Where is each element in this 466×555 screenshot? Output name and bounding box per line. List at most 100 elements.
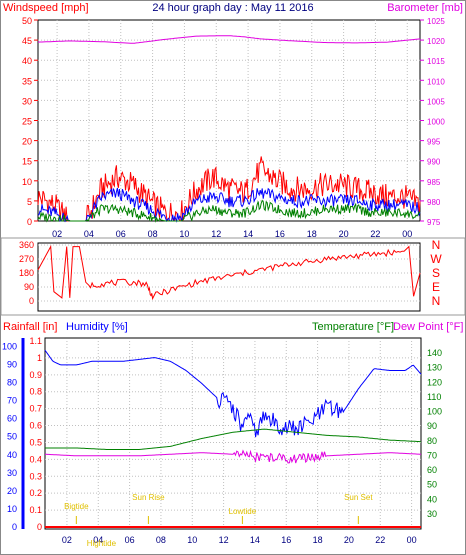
blue-series-line <box>44 349 422 438</box>
temperature-tick-label: 80 <box>427 436 437 446</box>
humidity-tick-label: 60 <box>7 414 17 424</box>
compass-label: E <box>432 280 440 294</box>
top-series <box>37 35 421 223</box>
annotation-label: Lowtide <box>229 507 257 516</box>
time-tick-label: 08 <box>148 229 158 239</box>
wind-barometer-panel: Windspeed [mph] 24 hour graph day : May … <box>3 2 463 239</box>
blue-series-line <box>37 187 421 223</box>
compass-label: S <box>432 266 440 280</box>
humidity-tick-label: 80 <box>7 378 17 388</box>
windspeed-tick-label: 35 <box>22 76 32 86</box>
temperature-tick-label: 60 <box>427 465 437 475</box>
bottom-series <box>44 349 422 528</box>
windspeed-tick-label: 20 <box>22 137 32 147</box>
rainfall-tick-label: 0.9 <box>29 370 42 380</box>
humidity-tick-label: 50 <box>7 432 17 442</box>
annotation-label: Sun Set <box>344 493 373 502</box>
humidity-tick-label: 20 <box>7 486 17 496</box>
rain-humidity-temp-panel: Rainfall [in] Humidity [%] Temperature [… <box>2 321 463 548</box>
red-series-line <box>37 156 421 222</box>
windspeed-tick-label: 45 <box>22 36 32 46</box>
middle-grid <box>38 244 420 302</box>
rainfall-axis-label: Rainfall [in] <box>3 321 57 333</box>
time-tick-label: 20 <box>344 535 354 545</box>
barometer-tick-label: 980 <box>427 198 441 207</box>
time-tick-label: 20 <box>339 229 349 239</box>
time-tick-label: 16 <box>281 535 291 545</box>
humidity-axis-label: Humidity [%] <box>66 321 128 333</box>
time-tick-label: 02 <box>62 535 72 545</box>
time-tick-label: 22 <box>375 535 385 545</box>
humidity-tick-label: 100 <box>2 341 17 351</box>
middle-plot-area <box>37 242 421 312</box>
bottom-plot-area <box>44 337 422 530</box>
rainfall-tick-label: 0.2 <box>29 488 42 498</box>
temperature-tick-label: 40 <box>427 494 437 504</box>
windspeed-tick-label: 0 <box>27 217 32 227</box>
temperature-tick-label: 140 <box>427 348 442 358</box>
rainfall-tick-label: 0.5 <box>29 437 42 447</box>
time-tick-label: 10 <box>187 535 197 545</box>
barometer-tick-label: 985 <box>427 178 441 187</box>
temperature-tick-label: 90 <box>427 421 437 431</box>
time-tick-label: 00 <box>407 535 417 545</box>
humidity-tick-label: 40 <box>7 450 17 460</box>
temperature-tick-label: 120 <box>427 377 442 387</box>
direction-tick-label: 360 <box>19 240 34 250</box>
time-tick-label: 14 <box>250 535 260 545</box>
time-tick-label: 22 <box>370 229 380 239</box>
rainfall-tick-label: 0.7 <box>29 404 42 414</box>
direction-series-line <box>37 244 421 301</box>
time-tick-label: 04 <box>93 535 103 545</box>
middle-panel-frame <box>0 237 466 316</box>
temperature-tick-label: 100 <box>427 407 442 417</box>
temperature-ticks: 30 40 50 60 70 80 90 100 110 120 130 140 <box>427 348 442 519</box>
direction-tick-label: 270 <box>19 254 34 264</box>
barometer-tick-label: 1000 <box>427 118 445 127</box>
barometer-tick-label: 1005 <box>427 97 445 106</box>
windspeed-ticks: 0 5 10 15 20 25 30 35 40 45 50 <box>22 16 38 227</box>
humidity-tick-label: 10 <box>7 504 17 514</box>
direction-tick-label: 0 <box>29 296 34 306</box>
rainfall-tick-label: 0.6 <box>29 421 42 431</box>
direction-tick-label: 180 <box>19 268 34 278</box>
temperature-tick-label: 70 <box>427 450 437 460</box>
compass-label: N <box>432 294 441 308</box>
top-grid <box>38 20 420 221</box>
temperature-axis-label: Temperature [°F] <box>312 321 394 333</box>
green-series-line <box>37 199 421 223</box>
graph-title: 24 hour graph day : May 11 2016 <box>152 2 313 14</box>
direction-tick-label: 90 <box>24 282 34 292</box>
time-tick-label: 02 <box>52 229 62 239</box>
time-tick-label: 10 <box>179 229 189 239</box>
time-tick-label: 12 <box>219 535 229 545</box>
time-tick-label: 06 <box>116 229 126 239</box>
windspeed-tick-label: 5 <box>27 197 32 207</box>
rainfall-tick-label: 0.1 <box>29 505 42 515</box>
annotation-label: Bigtide <box>64 502 89 511</box>
humidity-tick-label: 30 <box>7 468 17 478</box>
windspeed-tick-label: 15 <box>22 157 32 167</box>
temperature-tick-label: 110 <box>427 392 441 402</box>
barometer-axis-label: Barometer [mb] <box>387 2 463 14</box>
barometer-ticks: 975 980 985 990 995 1000 1005 1010 1015 1020 1025 <box>420 17 445 227</box>
humidity-tick-label: 70 <box>7 396 17 406</box>
humidity-tick-label: 0 <box>12 522 17 532</box>
time-tick-label: 08 <box>156 535 166 545</box>
compass-label: N <box>432 238 441 252</box>
time-tick-label: 00 <box>402 229 412 239</box>
time-tick-label: 04 <box>84 229 94 239</box>
tide-sun-annotations: Bigtide Sun Rise Lowtide Sun Set Hightide <box>64 493 373 548</box>
direction-series <box>37 244 421 301</box>
direction-ticks: 360 270 180 90 0 <box>19 240 34 306</box>
barometer-tick-label: 1010 <box>427 77 445 86</box>
humidity-ticks: 0 10 20 30 40 50 60 70 80 90 100 <box>2 341 17 532</box>
temperature-tick-label: 130 <box>427 363 442 373</box>
rainfall-tick-label: 1.1 <box>29 336 42 346</box>
time-tick-label: 06 <box>125 535 135 545</box>
windspeed-tick-label: 50 <box>22 16 32 26</box>
green-series-line <box>45 428 422 450</box>
